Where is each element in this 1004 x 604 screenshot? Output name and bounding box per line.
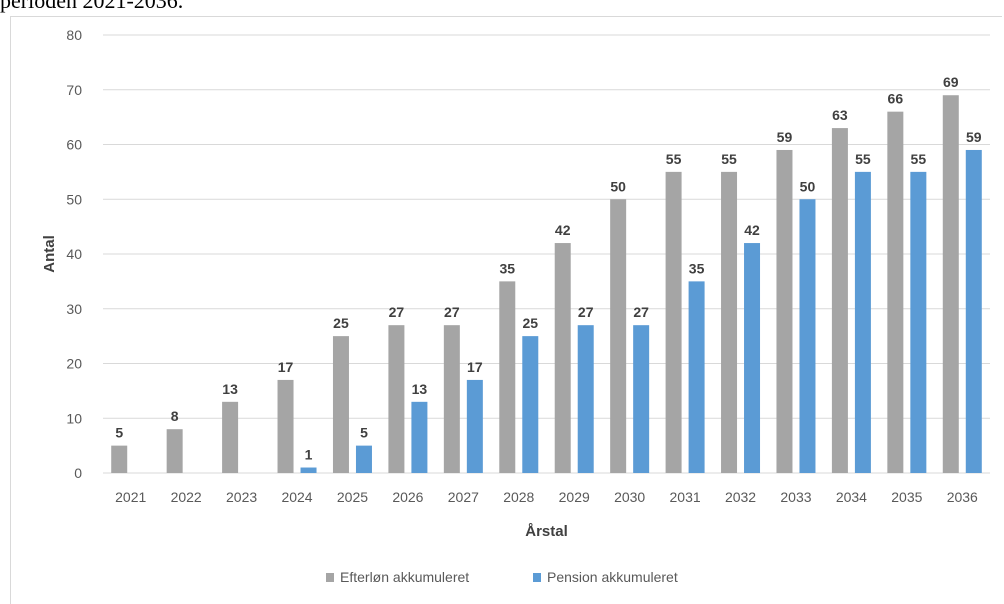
bar-pension — [300, 467, 317, 473]
x-tick-label: 2035 — [891, 489, 922, 505]
data-label: 69 — [943, 74, 959, 90]
data-label: 63 — [832, 107, 848, 123]
data-label: 50 — [610, 178, 626, 194]
bar-efterloen — [277, 379, 294, 473]
bar-efterloen — [443, 325, 460, 473]
data-label: 55 — [721, 151, 737, 167]
x-tick-label: 2026 — [392, 489, 423, 505]
data-label: 13 — [222, 381, 238, 397]
data-label: 55 — [855, 151, 871, 167]
x-tick-label: 2028 — [503, 489, 534, 505]
data-label: 27 — [578, 304, 594, 320]
x-tick-label: 2022 — [171, 489, 202, 505]
data-label: 25 — [333, 315, 349, 331]
x-tick-label: 2034 — [836, 489, 867, 505]
bar-pension — [688, 281, 705, 473]
bar-pension — [411, 401, 428, 473]
x-tick-label: 2021 — [115, 489, 146, 505]
data-label: 27 — [633, 304, 649, 320]
y-tick-label: 0 — [74, 465, 82, 481]
x-tick-label: 2033 — [780, 489, 811, 505]
y-tick-label: 60 — [66, 137, 82, 153]
data-label: 35 — [499, 260, 515, 276]
caption-text: perioden 2021-2036. — [0, 0, 184, 13]
bar-pension — [799, 199, 816, 473]
x-tick-label: 2032 — [725, 489, 756, 505]
bar-efterloen — [887, 111, 904, 474]
data-label: 42 — [744, 222, 760, 238]
legend-label: Pension akkumuleret — [547, 569, 678, 585]
data-label: 1 — [305, 447, 313, 463]
chart-frame — [10, 16, 1002, 604]
data-label: 27 — [444, 304, 460, 320]
x-tick-label: 2031 — [670, 489, 701, 505]
data-labels: 5 8 13 17 1 25 5 27 13 27 17 35 25 42 27 50 27 55 35 55 42 59… — [115, 74, 981, 462]
y-tick-label: 30 — [66, 301, 82, 317]
bar-efterloen — [831, 128, 848, 473]
data-label: 42 — [555, 222, 571, 238]
bar-efterloen — [610, 199, 627, 473]
data-label: 66 — [888, 91, 904, 107]
data-label: 5 — [360, 425, 368, 441]
bar-efterloen — [499, 281, 516, 473]
bar-efterloen — [942, 95, 959, 473]
data-label: 55 — [666, 151, 682, 167]
data-label: 50 — [800, 178, 816, 194]
data-label: 59 — [966, 129, 982, 145]
bar-efterloen — [332, 336, 349, 473]
bar-pension — [854, 171, 871, 473]
bars — [111, 95, 982, 474]
bar-efterloen — [554, 243, 571, 473]
bar-pension — [744, 243, 761, 473]
y-tick-labels: 0 10 20 30 40 50 60 70 80 — [66, 27, 82, 481]
legend-swatch — [533, 573, 541, 582]
data-label: 55 — [911, 151, 927, 167]
data-label: 17 — [467, 359, 483, 375]
bar-pension — [633, 325, 650, 473]
data-label: 27 — [389, 304, 405, 320]
data-label: 8 — [171, 408, 179, 424]
y-axis-title: Antal — [41, 235, 58, 273]
bar-pension — [910, 171, 927, 473]
bar-pension — [522, 336, 539, 473]
bar-efterloen — [388, 325, 405, 473]
x-tick-label: 2030 — [614, 489, 645, 505]
bar-efterloen — [222, 401, 239, 473]
x-tick-label: 2029 — [559, 489, 590, 505]
y-tick-label: 70 — [66, 82, 82, 98]
x-tick-label: 2025 — [337, 489, 368, 505]
y-tick-label: 40 — [66, 246, 82, 262]
y-tick-label: 80 — [66, 27, 82, 43]
legend-swatch — [326, 573, 334, 582]
data-label: 5 — [115, 425, 123, 441]
y-tick-label: 10 — [66, 410, 82, 426]
data-label: 13 — [412, 381, 428, 397]
data-label: 59 — [777, 129, 793, 145]
data-label: 25 — [522, 315, 538, 331]
bar-efterloen — [721, 171, 738, 473]
x-tick-labels: 2021 2022 2023 2024 2025 2026 2027 2028 2029 2030… — [115, 489, 978, 505]
x-tick-label: 2024 — [281, 489, 312, 505]
data-label: 17 — [278, 359, 294, 375]
bar-efterloen — [776, 149, 793, 473]
legend: Efterløn akkumuleret Pension akkumuleret — [326, 569, 678, 585]
legend-label: Efterløn akkumuleret — [340, 569, 469, 585]
bar-pension — [965, 149, 982, 473]
data-label: 35 — [689, 260, 705, 276]
x-tick-label: 2023 — [226, 489, 257, 505]
x-tick-label: 2027 — [448, 489, 479, 505]
x-tick-label: 2036 — [947, 489, 978, 505]
bar-efterloen — [166, 429, 183, 473]
bar-pension — [577, 325, 594, 473]
y-tick-label: 50 — [66, 191, 82, 207]
y-tick-label: 20 — [66, 356, 82, 372]
x-axis-title: Årstal — [525, 523, 568, 540]
bar-efterloen — [111, 445, 128, 473]
bar-pension — [466, 379, 483, 473]
bar-efterloen — [665, 171, 682, 473]
bar-pension — [355, 445, 372, 473]
